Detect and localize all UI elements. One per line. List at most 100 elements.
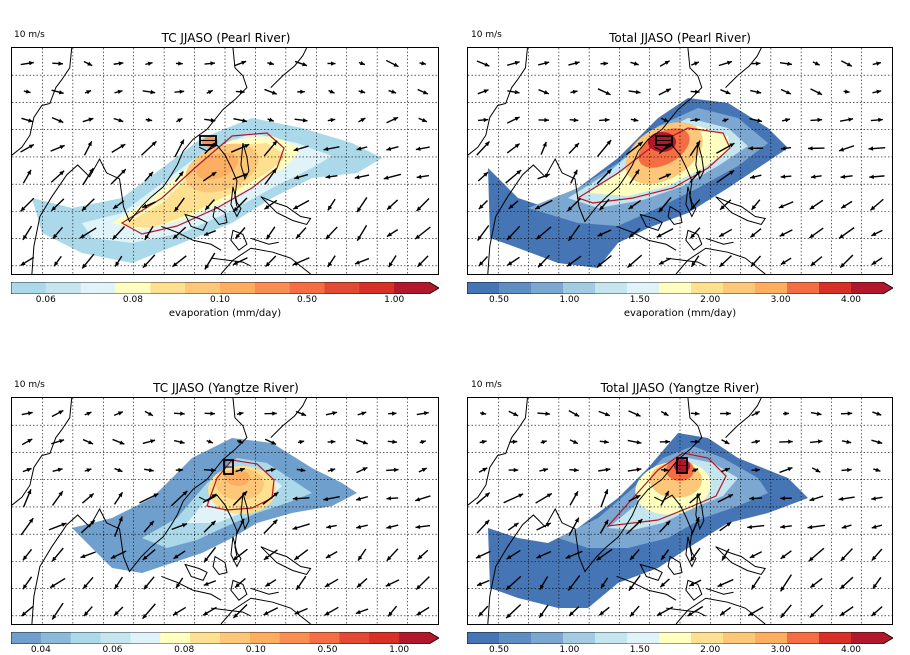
wind-arrow (689, 227, 701, 239)
colorbar-tick-label: 0.50 (488, 645, 510, 655)
colorbar-tick-label: 1.50 (629, 645, 650, 655)
wind-arrow (292, 496, 310, 501)
wind-arrow (51, 439, 65, 445)
wind-arrow (660, 549, 670, 561)
wind-arrow (871, 548, 883, 562)
wind-arrow (627, 467, 642, 472)
wind-arrow (172, 606, 187, 616)
wind-arrow (176, 117, 183, 123)
wind-arrow (780, 257, 792, 266)
wind-arrow (357, 411, 367, 416)
wind-arrow (355, 608, 369, 615)
wind-arrow (596, 139, 612, 158)
wind-arrow (599, 519, 609, 534)
wind-arrow (720, 411, 731, 416)
wind-arrow (383, 173, 402, 180)
wind-arrow (232, 604, 248, 619)
wind-arrow (780, 88, 792, 95)
wind-arrow (628, 574, 641, 592)
wind-arrow (780, 550, 792, 560)
wind-arrow (416, 411, 429, 416)
wind-arrow (230, 143, 250, 153)
wind-arrow (356, 466, 368, 474)
panel-title: Total JJASO (Yangtze River) (600, 381, 760, 395)
region-box (655, 135, 673, 146)
colorbar-tick-label: 2.00 (700, 295, 721, 305)
region-box (199, 135, 217, 146)
wind-arrow (870, 117, 883, 123)
wind-arrow (872, 576, 882, 590)
wind-arrow (81, 253, 95, 269)
wind-arrow (596, 254, 612, 268)
wind-arrow (175, 577, 184, 589)
wind-arrow (417, 255, 429, 268)
wind-arrow (539, 576, 549, 590)
wind-arrow (232, 197, 248, 213)
colorbar-segment (130, 632, 161, 644)
colorbar-segment (723, 282, 756, 294)
wind-arrow (355, 439, 368, 445)
wind-arrow (840, 411, 853, 416)
wind-arrow (236, 411, 244, 416)
wind-arrow (840, 60, 853, 67)
wind-arrow (600, 61, 609, 66)
wind-arrow (144, 467, 154, 473)
wind-arrow (295, 410, 307, 417)
wind-arrow (872, 61, 882, 66)
colorbar-segment (70, 632, 102, 644)
wind-arrow (325, 226, 338, 240)
wind-arrow (661, 467, 669, 473)
wind-arrow (204, 199, 215, 211)
wind-arrow (82, 438, 94, 445)
wind-arrow (175, 61, 183, 66)
colorbar-extend-arrow (429, 282, 439, 294)
colorbar-segment (595, 632, 628, 644)
wind-arrow (660, 410, 669, 417)
wind-arrow (871, 229, 883, 237)
wind-arrow (235, 467, 246, 473)
wind-arrow (292, 257, 310, 266)
wind-arrow (810, 174, 822, 179)
wind-arrow (110, 168, 127, 185)
evaporation-field (32, 118, 382, 263)
wind-arrow (21, 411, 33, 416)
wind-arrow (265, 226, 276, 240)
colorbar-tick-label: 0.50 (488, 295, 510, 305)
wind-arrow (295, 575, 307, 591)
wind-arrow (478, 256, 488, 267)
wind-arrow (51, 89, 64, 95)
wind-arrow (839, 576, 854, 590)
wind-arrow (325, 550, 338, 559)
wind-vectors (476, 60, 886, 269)
wind-arrow (749, 228, 762, 238)
wind-arrow (112, 200, 125, 210)
wind-arrow (84, 411, 92, 416)
wind-arrow (51, 117, 64, 124)
colorbar-segment (787, 632, 820, 644)
wind-arrow (538, 89, 550, 95)
wind-arrow (324, 606, 339, 616)
wind-arrow (628, 89, 641, 95)
colorbar-segment (11, 632, 42, 644)
wind-arrow (566, 255, 582, 267)
wind-arrow (596, 548, 613, 561)
wind-arrow (419, 440, 426, 445)
wind-arrow (811, 467, 821, 473)
colorbar-tick-label: 1.00 (384, 295, 405, 305)
wind-arrow (628, 410, 641, 417)
wind-arrow (477, 89, 489, 95)
region-box (676, 457, 688, 474)
wind-arrow (658, 257, 672, 265)
wind-arrow (203, 230, 216, 237)
colorbar-segment (819, 632, 852, 644)
wind-arrow (779, 439, 793, 444)
wind-arrow (113, 117, 124, 123)
wind-arrow (841, 467, 852, 473)
wind-arrow (691, 468, 699, 473)
wind-arrow (84, 468, 92, 473)
wind-arrow (660, 490, 670, 506)
wind-arrow (83, 140, 93, 156)
colorbar-tick-label: 0.10 (245, 645, 266, 655)
wind-arrow (145, 61, 153, 66)
colorbar-extend-arrow (883, 632, 893, 644)
